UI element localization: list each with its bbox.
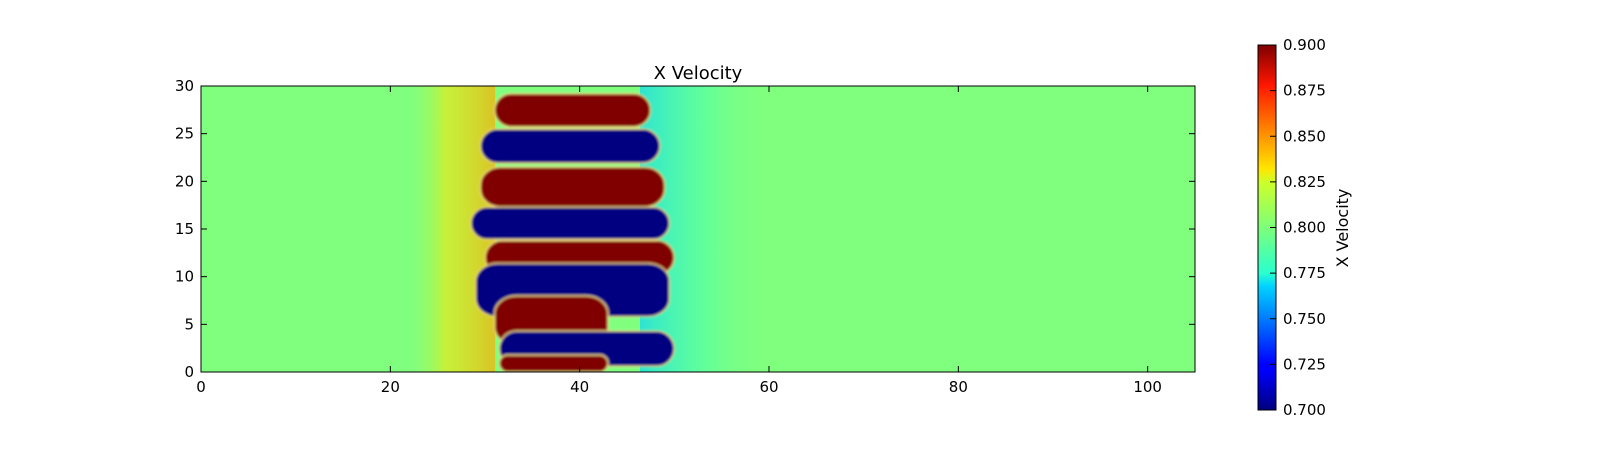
y-tick-label-5: 5 (184, 315, 194, 333)
y-tick-label-25: 25 (175, 125, 194, 143)
high-velocity-lobe-1 (493, 93, 652, 128)
colorbar-label: X Velocity (1333, 189, 1352, 268)
x-tick-label-0: 0 (196, 378, 206, 396)
y-tick-label-30: 30 (175, 77, 194, 95)
colorbar-tick-label-0.775: 0.775 (1283, 264, 1326, 282)
colorbar: 0.700 0.725 0.750 0.775 0.800 0.825 0.850 0.875… (1257, 36, 1352, 419)
low-velocity-lobe-4 (470, 206, 671, 241)
high-velocity-lobe-3 (479, 166, 666, 208)
colorbar-tick-label-0.700: 0.700 (1283, 401, 1326, 419)
colorbar-tick-label-0.900: 0.900 (1283, 36, 1326, 54)
colorbar-tick-label-0.750: 0.750 (1283, 310, 1326, 328)
colorbar-tick-label-0.850: 0.850 (1283, 127, 1326, 145)
chart-title: X Velocity (654, 63, 743, 84)
colorbar-tick-label-0.825: 0.825 (1283, 173, 1326, 191)
colorbar-ticks: 0.700 0.725 0.750 0.775 0.800 0.825 0.850 0.875… (1270, 36, 1326, 419)
x-tick-label-20: 20 (381, 378, 400, 396)
y-tick-label-0: 0 (184, 363, 194, 381)
x-axis: 0 20 40 60 80 100 (196, 86, 1162, 396)
y-tick-label-15: 15 (175, 220, 194, 238)
plot-area (201, 86, 1195, 372)
high-velocity-lobe-9 (498, 354, 609, 372)
y-axis: 0 5 10 15 20 25 30 (175, 77, 1195, 381)
y-tick-label-20: 20 (175, 172, 194, 190)
x-tick-label-80: 80 (949, 378, 968, 396)
vortex-band (470, 93, 675, 372)
y-tick-label-10: 10 (175, 268, 194, 286)
low-velocity-lobe-2 (479, 128, 661, 164)
x-tick-label-40: 40 (570, 378, 589, 396)
colorbar-tick-label-0.800: 0.800 (1283, 219, 1326, 237)
x-tick-label-60: 60 (759, 378, 778, 396)
x-tick-label-100: 100 (1133, 378, 1162, 396)
colorbar-tick-label-0.875: 0.875 (1283, 82, 1326, 100)
colorbar-tick-label-0.725: 0.725 (1283, 355, 1326, 373)
